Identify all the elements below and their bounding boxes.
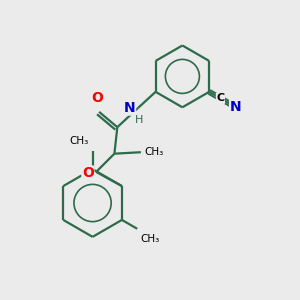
Text: O: O <box>82 166 94 180</box>
Text: N: N <box>230 100 241 114</box>
Text: C: C <box>216 93 224 103</box>
Text: CH₃: CH₃ <box>144 147 164 157</box>
Text: CH₃: CH₃ <box>140 234 159 244</box>
Text: CH₃: CH₃ <box>70 136 89 146</box>
Text: H: H <box>135 115 144 124</box>
Text: O: O <box>92 92 103 105</box>
Text: N: N <box>124 101 136 115</box>
